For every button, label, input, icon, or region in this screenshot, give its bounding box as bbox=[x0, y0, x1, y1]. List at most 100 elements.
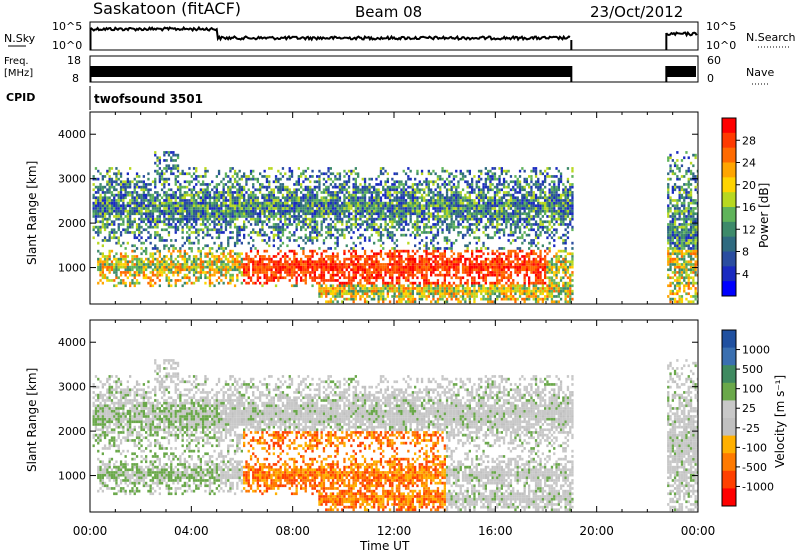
power-cell bbox=[94, 196, 98, 200]
power-cell bbox=[391, 233, 394, 237]
power-cell bbox=[147, 191, 150, 194]
power-cell bbox=[455, 191, 458, 194]
power-cell bbox=[279, 188, 282, 192]
power-cell bbox=[363, 292, 367, 296]
power-cell bbox=[473, 284, 476, 288]
power-cell bbox=[457, 204, 460, 208]
power-cell bbox=[309, 239, 312, 242]
power-cell bbox=[277, 260, 280, 264]
power-cell bbox=[350, 252, 353, 256]
power-cell bbox=[138, 175, 141, 178]
power-cell bbox=[395, 239, 399, 242]
power-cell bbox=[347, 220, 351, 224]
power-cell bbox=[142, 207, 145, 210]
power-cell bbox=[341, 183, 344, 186]
power-cell bbox=[368, 223, 371, 226]
power-cell bbox=[281, 167, 285, 170]
power-cell bbox=[407, 209, 410, 213]
power-cell bbox=[341, 223, 344, 226]
power-cell bbox=[379, 236, 383, 240]
power-cell bbox=[183, 260, 186, 264]
power-cell bbox=[156, 263, 159, 266]
power-cell bbox=[377, 297, 380, 301]
power-cell bbox=[263, 249, 266, 253]
power-cell bbox=[279, 249, 282, 253]
power-cell bbox=[279, 260, 282, 264]
power-cell bbox=[124, 252, 127, 256]
power-cell bbox=[430, 281, 433, 285]
power-cell bbox=[450, 185, 453, 189]
power-cell bbox=[256, 252, 259, 256]
power-cell bbox=[334, 217, 337, 221]
power-cell bbox=[418, 220, 421, 224]
power-cell bbox=[448, 204, 451, 208]
power-cell bbox=[361, 289, 364, 293]
power-cell bbox=[151, 279, 155, 282]
power-cell bbox=[430, 252, 433, 256]
power-cell bbox=[418, 233, 421, 237]
power-cell bbox=[359, 207, 362, 210]
power-cell bbox=[295, 260, 298, 264]
power-cell bbox=[195, 228, 198, 232]
power-cell bbox=[286, 204, 289, 208]
power-cell bbox=[110, 249, 114, 253]
power-cell bbox=[416, 191, 419, 194]
power-cell bbox=[172, 212, 175, 216]
power-cell bbox=[215, 236, 218, 240]
power-cell bbox=[309, 223, 312, 226]
power-cell bbox=[309, 255, 312, 258]
power-cell bbox=[115, 252, 118, 256]
power-cell bbox=[188, 167, 191, 170]
power-cell bbox=[325, 196, 328, 200]
power-cell bbox=[423, 212, 426, 216]
power-cell bbox=[195, 231, 198, 234]
power-cell bbox=[407, 207, 410, 210]
power-cell bbox=[334, 185, 337, 189]
power-cell bbox=[363, 300, 367, 304]
power-cell bbox=[272, 244, 275, 248]
power-cell bbox=[274, 204, 278, 208]
power-cell bbox=[183, 196, 186, 200]
power-cell bbox=[259, 233, 262, 237]
power-cell bbox=[418, 228, 421, 232]
power-cell bbox=[457, 287, 460, 290]
power-cell bbox=[350, 207, 353, 210]
power-cell bbox=[350, 279, 353, 282]
power-cell bbox=[215, 193, 218, 197]
power-cell bbox=[327, 199, 330, 202]
power-cell bbox=[94, 212, 98, 216]
power-cell bbox=[179, 265, 182, 269]
power-cell bbox=[183, 191, 186, 194]
power-cell bbox=[265, 281, 269, 285]
power-cell bbox=[295, 252, 298, 256]
power-cell bbox=[249, 212, 253, 216]
power-cell bbox=[482, 244, 485, 248]
power-cell bbox=[379, 183, 383, 186]
power-cell bbox=[436, 185, 440, 189]
power-cell bbox=[477, 188, 481, 192]
power-cell bbox=[103, 212, 107, 216]
power-cell bbox=[217, 255, 221, 258]
power-cell bbox=[436, 207, 440, 210]
power-cell bbox=[361, 196, 364, 200]
power-cell bbox=[455, 225, 458, 229]
power-cell bbox=[99, 209, 102, 213]
power-cell bbox=[461, 196, 465, 200]
power-cell bbox=[466, 225, 469, 229]
power-cell bbox=[297, 177, 300, 181]
power-cell bbox=[434, 257, 437, 261]
power-cell bbox=[172, 153, 175, 157]
power-cell bbox=[445, 183, 449, 186]
power-cell bbox=[316, 193, 319, 197]
power-cell bbox=[373, 217, 376, 221]
power-cell bbox=[407, 271, 410, 274]
power-cell bbox=[320, 191, 323, 194]
power-cell bbox=[215, 175, 218, 178]
power-cell bbox=[407, 268, 410, 272]
power-cell bbox=[466, 220, 469, 224]
power-cell bbox=[468, 193, 471, 197]
power-cell bbox=[204, 225, 207, 229]
power-cell bbox=[338, 268, 342, 272]
power-cell bbox=[398, 289, 401, 293]
power-cell bbox=[409, 281, 412, 285]
